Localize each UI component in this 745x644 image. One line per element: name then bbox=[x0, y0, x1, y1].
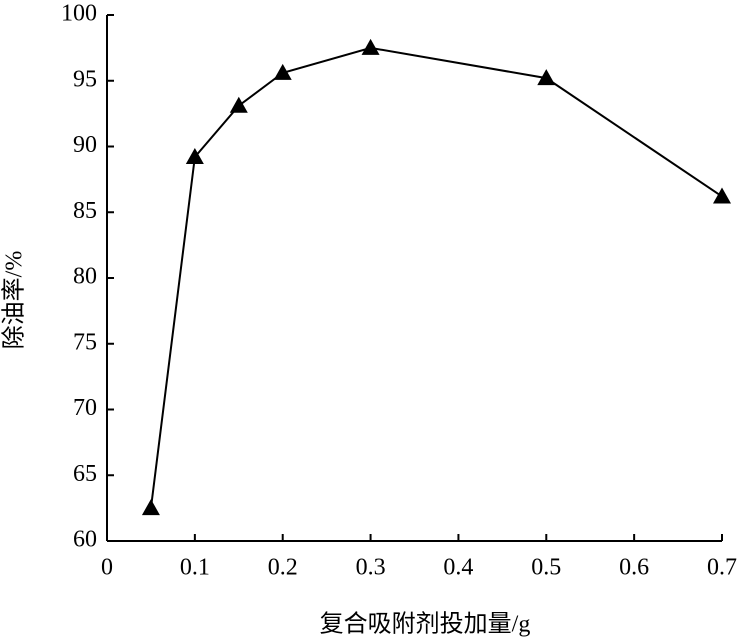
y-tick-label: 65 bbox=[73, 461, 97, 487]
series-line bbox=[149, 46, 723, 509]
y-tick-label: 100 bbox=[61, 1, 97, 27]
x-tick-label: 0.7 bbox=[707, 555, 737, 581]
x-tick-label: 0.4 bbox=[443, 555, 473, 581]
point-marker bbox=[273, 63, 292, 80]
point-marker bbox=[229, 96, 248, 113]
x-axis-title: 复合吸附剂投加量/g bbox=[320, 611, 531, 638]
point-marker bbox=[713, 187, 731, 204]
y-tick-label: 80 bbox=[73, 264, 97, 290]
y-tick-label: 70 bbox=[73, 395, 97, 421]
y-tick-label: 60 bbox=[73, 527, 97, 553]
point-marker bbox=[141, 499, 160, 516]
x-tick-label: 0.2 bbox=[268, 555, 298, 581]
x-tick-label: 0.1 bbox=[180, 555, 210, 581]
point-marker bbox=[537, 69, 556, 86]
x-tick-label: 0.5 bbox=[531, 555, 561, 581]
point-marker bbox=[185, 148, 204, 165]
x-tick-label: 0 bbox=[101, 555, 113, 581]
y-tick-label: 85 bbox=[73, 198, 97, 224]
y-tick-label: 75 bbox=[73, 329, 97, 355]
y-tick-label: 90 bbox=[73, 132, 97, 158]
x-tick-label: 0.6 bbox=[619, 555, 649, 581]
y-tick-label: 95 bbox=[73, 66, 97, 92]
y-axis-title: 除油率/% bbox=[1, 251, 28, 350]
point-marker bbox=[361, 38, 380, 55]
x-tick-label: 0.3 bbox=[356, 555, 386, 581]
